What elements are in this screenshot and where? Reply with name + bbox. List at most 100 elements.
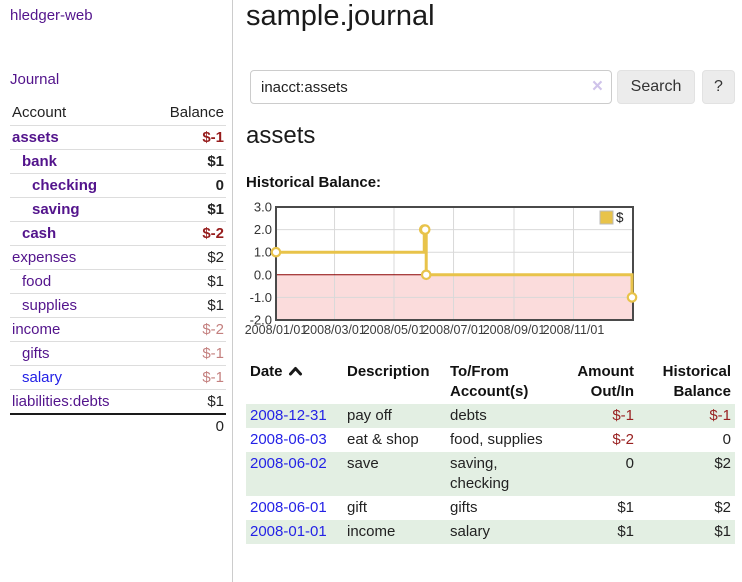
account-row: checking 0 (10, 173, 226, 198)
account-row: salary $-1 (10, 365, 226, 390)
account-row: cash $-2 (10, 221, 226, 246)
help-button[interactable]: ? (702, 70, 735, 104)
transaction-description: income (347, 523, 396, 540)
sort-ascending-icon (288, 367, 302, 376)
clear-search-icon[interactable]: × (591, 76, 603, 97)
transaction-accounts: salary (450, 523, 491, 540)
chart-x-tick-label: 2008/03/01 (303, 323, 366, 337)
transaction-amount: $-2 (612, 431, 634, 448)
account-balance: $-2 (202, 321, 224, 338)
account-balance: $-2 (202, 225, 224, 242)
transaction-amount: $-1 (612, 407, 634, 424)
account-balance: $-1 (202, 345, 224, 362)
transaction-accounts: gifts (450, 499, 478, 516)
account-link[interactable]: cash (22, 225, 57, 242)
accounts-total-row: 0 (10, 414, 226, 438)
accounts-total-balance: 0 (215, 418, 224, 435)
transaction-date-link[interactable]: 2008-06-01 (250, 499, 327, 516)
account-link[interactable]: checking (32, 177, 98, 194)
account-link[interactable]: liabilities:debts (12, 393, 110, 410)
app-title-link[interactable]: hledger-web (10, 7, 93, 24)
chart-x-tick-label: 2008/01/01 (244, 323, 308, 337)
register-header-row: Date Description To/From Account(s) Amou… (246, 360, 735, 404)
search-input[interactable] (250, 70, 612, 104)
transaction-balance: $1 (714, 523, 731, 540)
transaction-accounts: food, supplies (450, 431, 543, 448)
accounts-header-balance: Balance (169, 104, 224, 121)
transaction-date-link[interactable]: 2008-01-01 (250, 523, 327, 540)
sidebar-divider (232, 0, 233, 582)
svg-text:2.0: 2.0 (254, 222, 272, 237)
account-link[interactable]: bank (22, 153, 58, 170)
historical-balance-chart: 3.0 2.0 1.0 0.0 -1.0 -2.0 $ (250, 201, 638, 326)
account-link[interactable]: income (12, 321, 61, 338)
account-balance: $-1 (202, 129, 224, 146)
account-balance: $1 (207, 393, 224, 410)
register-header-description: Description (347, 363, 430, 380)
journal-link[interactable]: Journal (10, 71, 60, 88)
svg-text:0.0: 0.0 (254, 267, 272, 282)
page-title: sample.journal (246, 0, 435, 32)
account-row: bank $1 (10, 149, 226, 174)
register-row: 2008-01-01 income salary $1 $1 (246, 520, 735, 544)
accounts-table-body: assets $-1 bank $1 checking 0 saving $1 cash $-2 e… (10, 125, 226, 415)
register-table: Date Description To/From Account(s) Amou… (246, 360, 735, 544)
account-row: income $-2 (10, 317, 226, 342)
account-balance: $1 (207, 273, 224, 290)
transaction-amount: 0 (625, 455, 634, 472)
register-header-amount: Amount Out/In (577, 363, 634, 400)
transaction-description: pay off (347, 407, 392, 424)
svg-text:-1.0: -1.0 (250, 290, 272, 305)
account-link[interactable]: saving (32, 201, 80, 218)
account-link[interactable]: assets (12, 129, 59, 146)
account-row: saving $1 (10, 197, 226, 222)
svg-text:-2.0: -2.0 (250, 313, 272, 326)
transaction-description: eat & shop (347, 431, 419, 448)
account-row: liabilities:debts $1 (10, 389, 226, 415)
register-row: 2008-12-31 pay off debts $-1 $-1 (246, 404, 735, 428)
account-balance: $2 (207, 249, 224, 266)
transaction-description: save (347, 455, 379, 472)
accounts-header-account: Account (12, 104, 67, 121)
account-row: supplies $1 (10, 293, 226, 318)
register-header-date[interactable]: Date (246, 360, 343, 404)
transaction-date-link[interactable]: 2008-06-02 (250, 455, 327, 472)
transaction-date-link[interactable]: 2008-12-31 (250, 407, 327, 424)
account-row: assets $-1 (10, 125, 226, 150)
account-heading: assets (246, 122, 316, 149)
account-link[interactable]: salary (22, 369, 63, 386)
search-button[interactable]: Search (617, 70, 695, 104)
account-balance: $-1 (202, 369, 224, 386)
account-link[interactable]: food (22, 273, 52, 290)
transaction-amount: $1 (617, 499, 634, 516)
register-header-accounts: To/From Account(s) (450, 363, 529, 400)
transaction-date-link[interactable]: 2008-06-03 (250, 431, 327, 448)
transaction-description: gift (347, 499, 368, 516)
register-header-balance: Historical Balance (662, 363, 731, 400)
transaction-amount: $1 (617, 523, 634, 540)
account-row: expenses $2 (10, 245, 226, 270)
account-row: food $1 (10, 269, 226, 294)
transaction-balance: $2 (714, 455, 731, 472)
register-row: 2008-06-02 save saving, checking 0 $2 (246, 452, 735, 496)
account-balance: $1 (207, 297, 224, 314)
accounts-table: Account Balance assets $-1 bank $1 checking 0… (10, 100, 226, 438)
register-table-body: 2008-12-31 pay off debts $-1 $-1 2008-06-03 ea… (246, 404, 735, 544)
svg-text:3.0: 3.0 (254, 201, 272, 215)
register-row: 2008-06-03 eat & shop food, supplies $-2 0 (246, 428, 735, 452)
svg-text:$: $ (616, 210, 624, 225)
account-balance: $1 (207, 201, 224, 218)
account-balance: $1 (207, 153, 224, 170)
chart-x-axis-labels: 2008/01/01 2008/03/01 2008/05/01 2008/07/01… (244, 323, 646, 338)
account-link[interactable]: expenses (12, 249, 77, 266)
account-link[interactable]: supplies (22, 297, 78, 314)
chart-title: Historical Balance: (246, 174, 382, 191)
account-balance: 0 (215, 177, 224, 194)
account-row: gifts $-1 (10, 341, 226, 366)
account-link[interactable]: gifts (22, 345, 50, 362)
transaction-accounts: debts (450, 407, 487, 424)
chart-x-tick-label: 2008/05/01 (362, 323, 426, 337)
register-row: 2008-06-01 gift gifts $1 $2 (246, 496, 735, 520)
svg-text:1.0: 1.0 (254, 245, 272, 260)
transaction-balance: $2 (714, 499, 731, 516)
